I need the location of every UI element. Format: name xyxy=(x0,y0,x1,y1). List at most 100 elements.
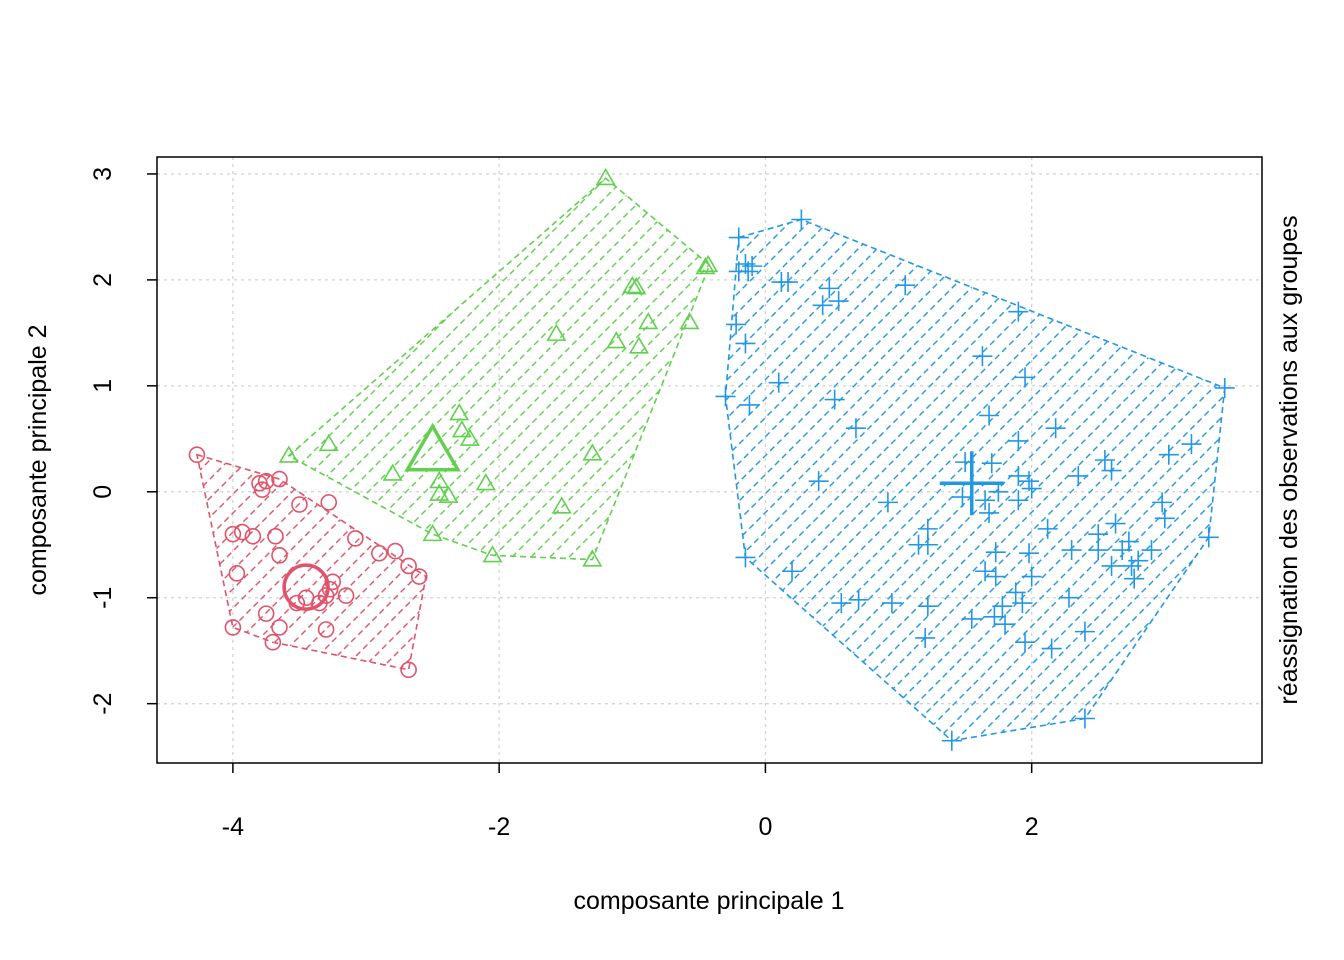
data-point xyxy=(915,627,936,648)
y-tick-label: 0 xyxy=(89,485,117,499)
hatch-line xyxy=(583,178,710,560)
data-point xyxy=(324,573,342,591)
hatch-line xyxy=(288,178,348,560)
hatch-line xyxy=(196,454,426,670)
data-point xyxy=(451,420,472,438)
data-point xyxy=(1068,465,1089,486)
data-point xyxy=(271,619,288,636)
data-point xyxy=(429,470,450,489)
hatch-line xyxy=(725,219,937,741)
hatch-line xyxy=(288,178,557,560)
data-point xyxy=(224,619,242,636)
hatch-line xyxy=(0,0,404,960)
data-point xyxy=(1214,377,1235,398)
hatch-line xyxy=(508,0,1344,960)
data-point xyxy=(1005,582,1026,603)
hatch-line xyxy=(725,219,1225,741)
data-point xyxy=(895,275,916,296)
hatch-line xyxy=(196,454,426,670)
data-point xyxy=(382,463,403,481)
data-point xyxy=(546,323,567,341)
hatch-line xyxy=(288,178,710,560)
data-point xyxy=(1008,490,1029,511)
hatch-line xyxy=(196,454,426,670)
hatch-line xyxy=(196,454,426,670)
hatch-line xyxy=(868,219,1225,741)
y-axis-label: composante principale 2 xyxy=(24,325,52,596)
hatch-line xyxy=(773,219,1225,741)
data-point xyxy=(1041,638,1062,659)
cluster-centroids xyxy=(282,422,1004,611)
hatch-line xyxy=(678,178,710,560)
hatch-line xyxy=(725,219,1225,741)
data-point xyxy=(429,483,450,501)
data-point xyxy=(311,594,328,612)
hatch-line xyxy=(288,178,614,560)
hatch-line xyxy=(0,0,24,960)
hatch-line xyxy=(725,219,1225,741)
data-point xyxy=(735,547,756,568)
data-point xyxy=(917,534,938,555)
hatch-line xyxy=(450,178,710,560)
hatch-line xyxy=(196,454,426,670)
y-tick-label: 1 xyxy=(89,379,117,393)
hatch-line xyxy=(1135,0,1344,960)
data-point xyxy=(782,561,803,582)
data-point xyxy=(628,336,649,354)
data-point xyxy=(715,386,736,407)
hatch-line xyxy=(725,219,861,741)
hatch-line xyxy=(849,219,1225,741)
hatch-line xyxy=(697,178,710,560)
data-point xyxy=(1021,478,1042,499)
hatch-line xyxy=(507,178,710,560)
hatch-line xyxy=(196,454,424,670)
hatch-line xyxy=(1135,0,1344,960)
side-label: réassignation des observations aux group… xyxy=(1275,215,1303,704)
hatch-line xyxy=(754,219,1225,741)
data-point xyxy=(877,492,898,513)
hull-outline xyxy=(195,453,427,671)
data-point xyxy=(1152,492,1173,513)
hatch-line xyxy=(288,178,709,560)
hatch-line xyxy=(545,178,710,560)
hatch-line xyxy=(1173,0,1344,960)
hatch-line xyxy=(0,0,670,960)
hatch-line xyxy=(196,454,426,670)
hatch-line xyxy=(317,454,426,670)
hatch-line xyxy=(774,0,1344,960)
hatch-line xyxy=(0,0,537,960)
hatch-line xyxy=(222,454,426,670)
data-point xyxy=(387,542,404,560)
hatch-line xyxy=(196,454,426,670)
hatch-line xyxy=(317,178,710,560)
hatch-line xyxy=(1097,0,1344,960)
hatch-line xyxy=(1325,0,1344,960)
data-point xyxy=(1112,540,1133,561)
data-point xyxy=(1074,708,1095,729)
data-point xyxy=(1061,540,1082,561)
data-point xyxy=(317,621,335,638)
data-point xyxy=(582,443,603,461)
hatch-line xyxy=(1097,0,1344,960)
hatch-line xyxy=(374,178,710,560)
data-point xyxy=(1181,434,1202,455)
data-point xyxy=(278,445,299,463)
hatch-line xyxy=(374,454,426,670)
hatch-line xyxy=(1116,0,1344,960)
data-point xyxy=(1101,555,1122,576)
hatch-line xyxy=(725,219,1225,741)
data-point xyxy=(845,418,866,439)
hatch-line xyxy=(203,454,426,670)
hatch-line xyxy=(850,0,1344,960)
data-point xyxy=(1037,518,1058,539)
hatch-line xyxy=(196,454,426,670)
hatch-line xyxy=(288,178,386,560)
data-point xyxy=(992,596,1013,617)
data-point xyxy=(400,557,417,575)
data-point xyxy=(253,481,271,498)
data-point xyxy=(271,547,288,564)
hatch-line xyxy=(1325,0,1344,960)
data-point xyxy=(824,389,845,410)
